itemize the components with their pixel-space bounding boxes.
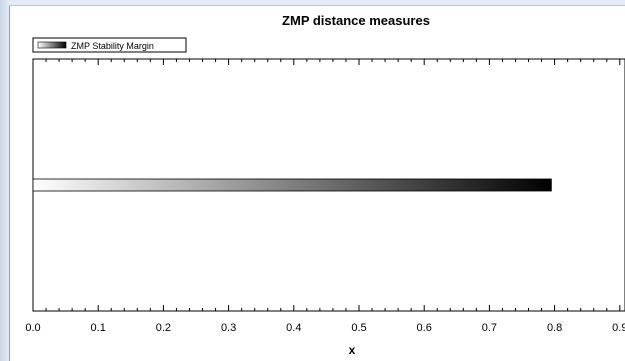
x-tick-label: 0.3 [221, 322, 236, 334]
x-ticks-layer [32, 59, 621, 311]
legend-swatch [37, 41, 67, 49]
x-tick-label: 0.4 [286, 322, 301, 334]
x-tick-label: 0.0 [25, 322, 40, 334]
x-tick-label: 0.6 [417, 322, 432, 334]
x-tick-label: 0.2 [156, 322, 171, 334]
chart-title: ZMP distance measures [282, 13, 430, 28]
x-tick-label: 0.7 [482, 322, 497, 334]
window-frame-top [9, 0, 625, 6]
bars-layer [32, 178, 552, 192]
legend-label: ZMP Stability Margin [71, 41, 154, 51]
bar [32, 178, 552, 192]
x-tick-label: 0.1 [91, 322, 106, 334]
legend: ZMP Stability Margin [32, 37, 187, 53]
x-tick-label: 0.5 [351, 322, 366, 334]
legend-box [32, 37, 187, 53]
x-tick-labels-layer: 0.0 0.1 0.2 0.3 0.4 0.5 0.6 0.7 0.8 0.9 [25, 322, 625, 334]
x-axis-label: x [349, 343, 356, 357]
x-tick-label: 0.9 [612, 322, 625, 334]
window-frame-left [0, 0, 10, 361]
x-tick-label: 0.8 [547, 322, 562, 334]
